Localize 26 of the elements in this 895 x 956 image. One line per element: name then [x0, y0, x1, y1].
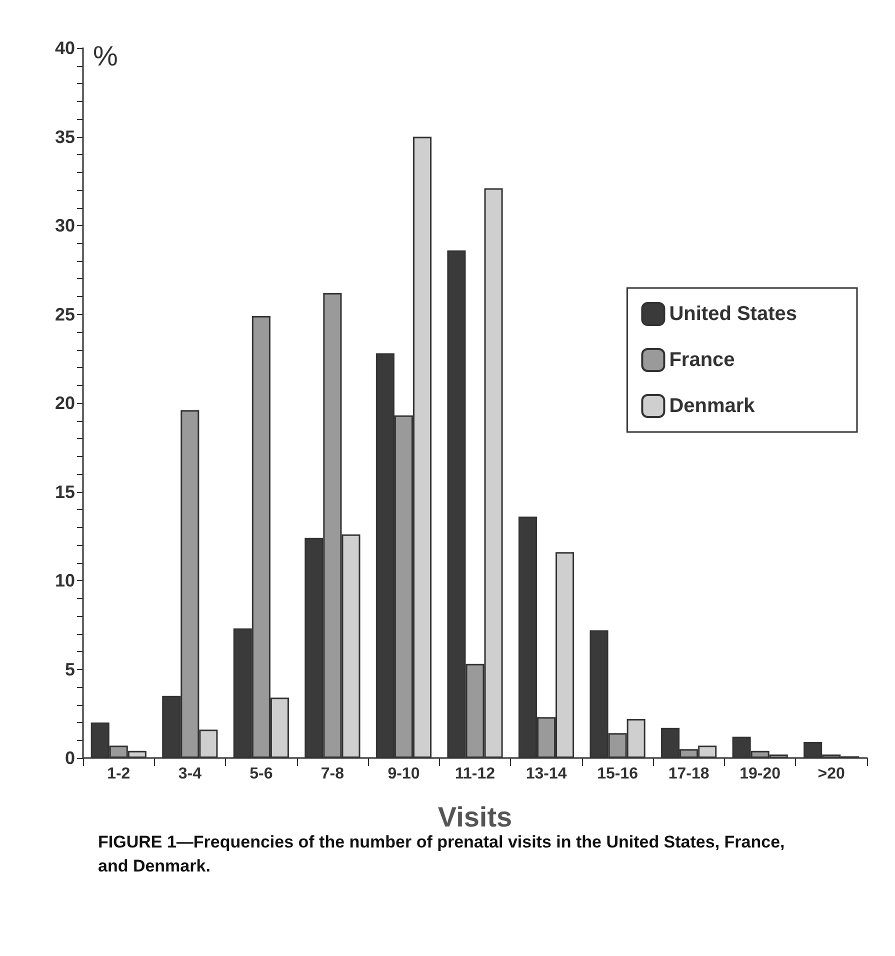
- x-tick-label: 7-8: [320, 766, 344, 782]
- y-axis-title: %: [93, 40, 118, 72]
- legend-label: France: [669, 349, 735, 371]
- y-tick-label: 40: [54, 38, 75, 58]
- y-tick-label: 35: [54, 126, 75, 147]
- x-tick-label: 3-4: [178, 766, 202, 782]
- x-tick-label: 19-20: [740, 766, 781, 782]
- x-tick-label: >20: [818, 766, 846, 782]
- x-tick-label: 17-18: [668, 766, 710, 782]
- legend-label: Denmark: [669, 395, 756, 417]
- x-tick-label: 15-16: [597, 766, 638, 782]
- y-tick-label: 30: [54, 216, 75, 236]
- y-tick-label: 5: [64, 659, 75, 680]
- x-tick-label: 9-10: [388, 766, 420, 782]
- y-tick-label: 15: [54, 482, 75, 502]
- y-tick-label: 10: [54, 570, 75, 590]
- y-tick-label: 0: [64, 748, 75, 768]
- x-axis-title: Visits: [438, 802, 512, 832]
- x-tick-label: 13-14: [526, 766, 567, 782]
- x-tick-label: 5-6: [250, 766, 273, 782]
- x-tick-label: 1-2: [107, 766, 130, 782]
- caption: FIGURE 1—Frequencies of the number of prenatal visits in the United States, France, and Denmark.: [98, 832, 790, 876]
- x-tick-label: 11-12: [454, 766, 496, 782]
- legend-label: United States: [669, 303, 798, 325]
- y-tick-label: 20: [54, 393, 75, 413]
- y-tick-label: 25: [54, 304, 75, 324]
